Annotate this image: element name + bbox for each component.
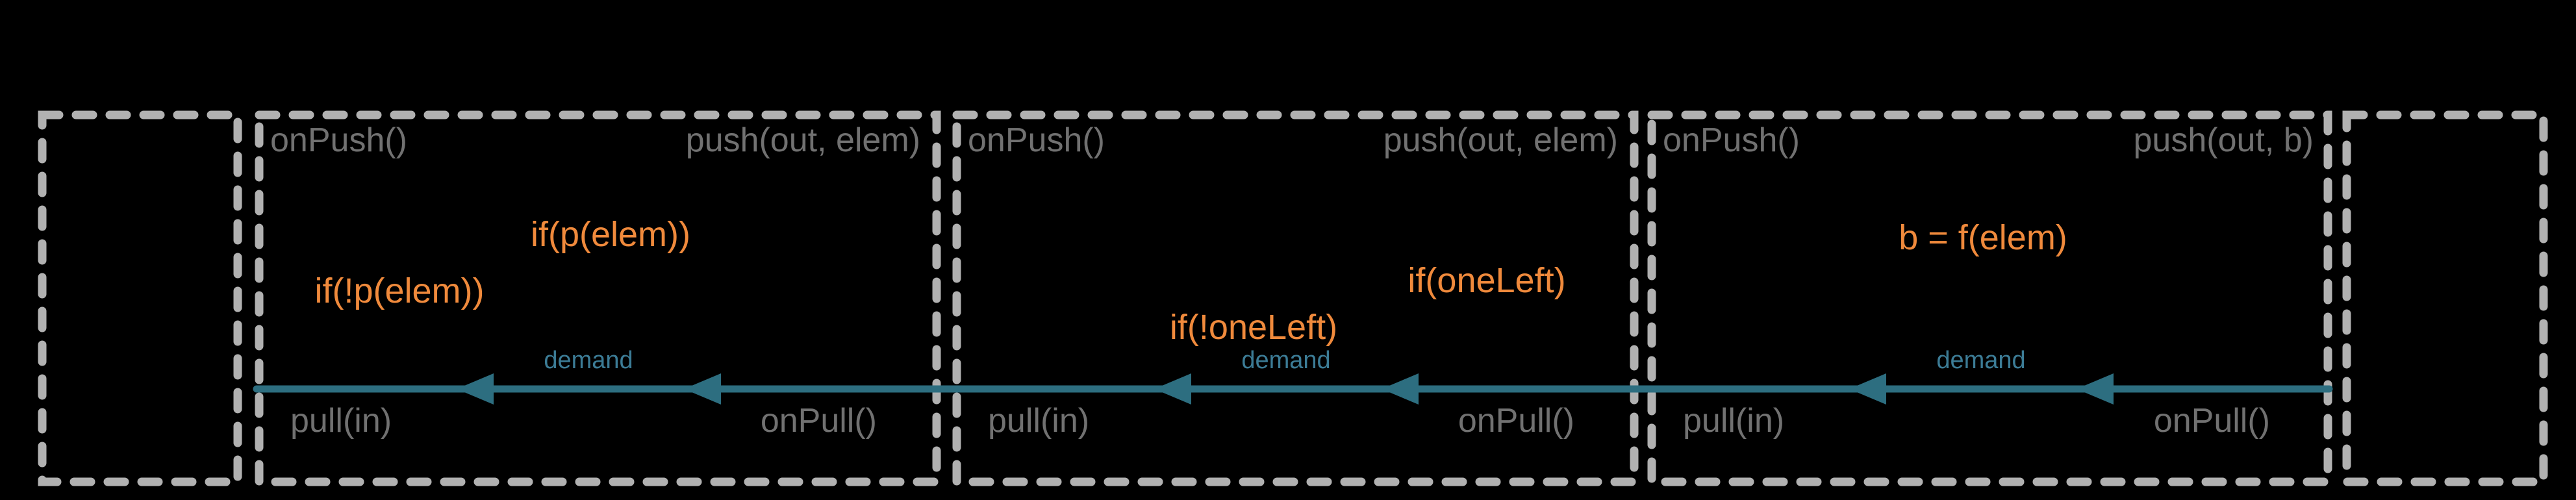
stage-3-box <box>1647 110 2332 486</box>
stage-2-onpush-label: onPush() <box>968 121 1105 159</box>
stage-3-pull-label: pull(in) <box>1683 402 1785 440</box>
stage-1-onpull-label: onPull() <box>760 402 877 440</box>
arrowhead-left-icon <box>1849 373 1886 405</box>
arrowhead-left-icon <box>1154 373 1191 405</box>
stage-1-pull-label: pull(in) <box>290 402 392 440</box>
stage-2-condition-true-label: if(oneLeft) <box>1408 261 1566 300</box>
stage-3-transform-label: b = f(elem) <box>1899 218 2067 257</box>
stage-3-onpush-label: onPush() <box>1663 121 1800 159</box>
stage-3-push-label: push(out, b) <box>2133 121 2314 159</box>
arrowhead-left-icon <box>684 373 721 405</box>
stage-2-pull-label: pull(in) <box>988 402 1090 440</box>
downstream-stage-box <box>2342 110 2548 486</box>
stage-1-condition-true-label: if(p(elem)) <box>530 215 691 254</box>
stage-1-demand-label: demand <box>544 347 633 374</box>
stage-2-condition-false-label: if(!oneLeft) <box>1169 308 1338 347</box>
stage-2-onpull-label: onPull() <box>1458 402 1574 440</box>
stage-2-box <box>952 110 1639 486</box>
arrowhead-left-icon <box>457 373 494 405</box>
stage-3-demand-label: demand <box>1936 347 2026 374</box>
upstream-stage-box <box>38 110 242 486</box>
stage-1-onpush-label: onPush() <box>270 121 407 159</box>
stage-1-condition-false-label: if(!p(elem)) <box>314 271 485 310</box>
stage-2-demand-label: demand <box>1241 347 1331 374</box>
arrowhead-left-icon <box>1382 373 1419 405</box>
stage-2-push-label: push(out, elem) <box>1383 121 1618 159</box>
stage-1-push-label: push(out, elem) <box>685 121 920 159</box>
arrowhead-left-icon <box>2077 373 2114 405</box>
stage-1-box <box>255 110 941 486</box>
stage-3-onpull-label: onPull() <box>2153 402 2270 440</box>
